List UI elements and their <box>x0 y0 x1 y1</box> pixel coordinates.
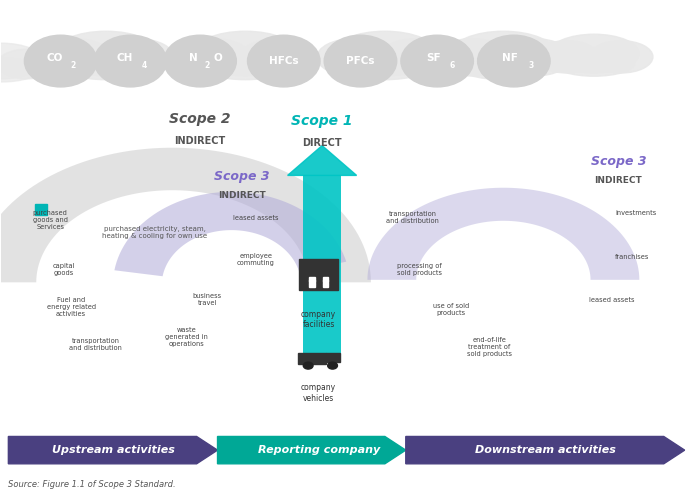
Text: INDIRECT: INDIRECT <box>174 136 225 145</box>
Text: CO: CO <box>47 53 63 63</box>
Text: CH: CH <box>117 53 133 63</box>
Text: HFCs: HFCs <box>269 56 299 66</box>
Text: transportation
and distribution: transportation and distribution <box>386 211 439 224</box>
Text: 4: 4 <box>141 60 147 70</box>
Text: purchased electricity, steam,
heating & cooling for own use: purchased electricity, steam, heating & … <box>102 226 207 239</box>
Bar <box>323 280 328 284</box>
Text: PFCs: PFCs <box>346 56 374 66</box>
Circle shape <box>94 35 167 87</box>
FancyArrow shape <box>8 436 218 464</box>
Text: 3: 3 <box>528 60 534 70</box>
Ellipse shape <box>451 31 556 76</box>
Text: employee
commuting: employee commuting <box>237 254 275 266</box>
Text: company
facilities: company facilities <box>301 310 336 329</box>
Bar <box>309 277 315 280</box>
Bar <box>326 353 340 362</box>
Text: purchased
goods and
Services: purchased goods and Services <box>33 210 68 230</box>
Circle shape <box>248 35 320 87</box>
Bar <box>298 353 326 364</box>
Text: transportation
and distribution: transportation and distribution <box>69 338 122 351</box>
Text: 6: 6 <box>450 60 455 70</box>
Text: INDIRECT: INDIRECT <box>218 192 266 200</box>
Bar <box>309 280 315 284</box>
Bar <box>323 277 328 280</box>
Text: Reporting company: Reporting company <box>258 445 379 455</box>
Text: O: O <box>214 53 222 63</box>
Text: 2: 2 <box>204 60 210 70</box>
Text: leased assets: leased assets <box>233 214 279 220</box>
Text: Upstream activities: Upstream activities <box>52 445 174 455</box>
FancyBboxPatch shape <box>303 176 342 360</box>
Text: N: N <box>189 53 197 63</box>
Ellipse shape <box>0 49 6 79</box>
Circle shape <box>25 35 97 87</box>
Ellipse shape <box>379 38 453 76</box>
Text: Scope 3: Scope 3 <box>214 170 270 183</box>
Text: NF: NF <box>503 53 518 63</box>
Ellipse shape <box>338 50 432 80</box>
Ellipse shape <box>589 40 653 73</box>
Text: company
vehicles: company vehicles <box>301 384 336 402</box>
Ellipse shape <box>198 50 293 80</box>
Text: investments: investments <box>615 210 657 216</box>
Bar <box>323 284 328 288</box>
Text: end-of-life
treatment of
sold products: end-of-life treatment of sold products <box>467 337 512 357</box>
Circle shape <box>303 362 313 369</box>
Ellipse shape <box>59 50 153 80</box>
FancyArrow shape <box>218 436 406 464</box>
Text: leased assets: leased assets <box>589 296 634 302</box>
Text: waste
generated in
operations: waste generated in operations <box>164 327 208 347</box>
Polygon shape <box>114 192 346 276</box>
Circle shape <box>401 35 473 87</box>
Ellipse shape <box>240 38 314 76</box>
Text: franchises: franchises <box>615 254 650 260</box>
Polygon shape <box>368 188 639 280</box>
Ellipse shape <box>193 31 298 76</box>
Text: INDIRECT: INDIRECT <box>594 176 643 186</box>
Text: Source: Figure 1.1 of Scope 3 Standard.: Source: Figure 1.1 of Scope 3 Standard. <box>8 480 176 488</box>
Circle shape <box>328 362 337 369</box>
Text: Scope 2: Scope 2 <box>169 112 231 126</box>
Text: Scope 3: Scope 3 <box>591 155 646 168</box>
FancyArrow shape <box>406 436 685 464</box>
Text: Fuel and
energy related
activities: Fuel and energy related activities <box>46 297 96 317</box>
Ellipse shape <box>498 38 571 76</box>
Ellipse shape <box>101 38 174 76</box>
Text: business
travel: business travel <box>193 293 222 306</box>
Circle shape <box>477 35 550 87</box>
Polygon shape <box>0 148 371 282</box>
Ellipse shape <box>435 38 509 76</box>
Ellipse shape <box>535 40 598 73</box>
Text: Scope 1: Scope 1 <box>291 114 353 128</box>
Text: processing of
sold products: processing of sold products <box>397 264 442 276</box>
Text: 2: 2 <box>71 60 76 70</box>
Ellipse shape <box>0 49 56 79</box>
Text: capital
goods: capital goods <box>53 264 76 276</box>
Ellipse shape <box>0 43 43 79</box>
Bar <box>299 259 338 290</box>
Ellipse shape <box>332 31 438 76</box>
Ellipse shape <box>0 58 39 82</box>
Text: DIRECT: DIRECT <box>302 138 342 148</box>
Circle shape <box>324 35 397 87</box>
Ellipse shape <box>38 38 111 76</box>
Circle shape <box>164 35 237 87</box>
Polygon shape <box>288 146 356 176</box>
Ellipse shape <box>177 38 251 76</box>
Text: Downstream activities: Downstream activities <box>475 445 616 455</box>
Ellipse shape <box>553 50 635 76</box>
Text: SF: SF <box>426 53 441 63</box>
Bar <box>35 204 48 215</box>
Ellipse shape <box>456 50 550 80</box>
Text: use of sold
products: use of sold products <box>433 303 469 316</box>
Bar <box>309 284 315 288</box>
Ellipse shape <box>317 38 390 76</box>
Ellipse shape <box>549 34 639 73</box>
Ellipse shape <box>54 31 158 76</box>
